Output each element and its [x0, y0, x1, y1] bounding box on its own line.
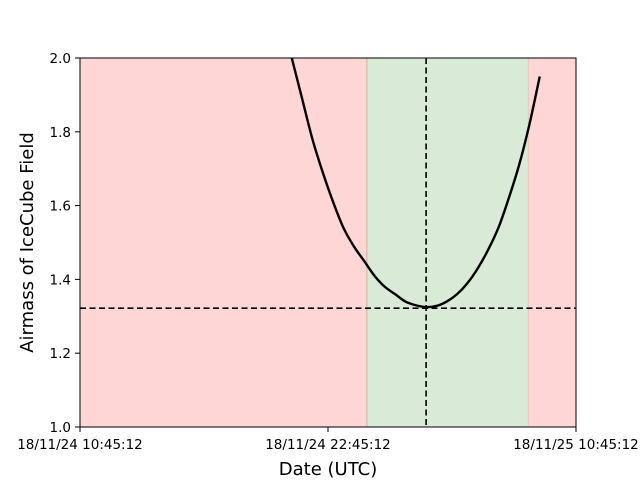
y-tick-label-5: 2.0: [50, 51, 71, 67]
x-tick-label-2: 18/11/25 10:45:12: [513, 437, 639, 453]
x-axis: 18/11/24 10:45:12 18/11/24 22:45:12 18/11/…: [17, 427, 639, 453]
y-axis: 1.0 1.2 1.4 1.6 1.8 2.0: [50, 51, 80, 436]
y-tick-label-0: 1.0: [50, 420, 71, 436]
y-tick-label-3: 1.6: [50, 199, 71, 215]
unobservable-span-0: [80, 58, 367, 427]
y-tick-label-2: 1.4: [50, 272, 71, 288]
x-tick-label-1: 18/11/24 22:45:12: [265, 437, 391, 453]
x-tick-label-0: 18/11/24 10:45:12: [17, 437, 143, 453]
y-axis-label: Airmass of IceCube Field: [17, 132, 38, 353]
unobservable-span-2: [528, 58, 576, 427]
background-spans: [80, 58, 576, 427]
observable-window-span: [366, 58, 529, 427]
x-axis-label: Date (UTC): [279, 459, 377, 480]
airmass-line-0: [290, 58, 541, 309]
reference-lines: [80, 58, 576, 427]
airmass-series: [290, 58, 541, 309]
y-tick-label-1: 1.2: [50, 346, 71, 362]
y-tick-label-4: 1.8: [50, 125, 71, 141]
